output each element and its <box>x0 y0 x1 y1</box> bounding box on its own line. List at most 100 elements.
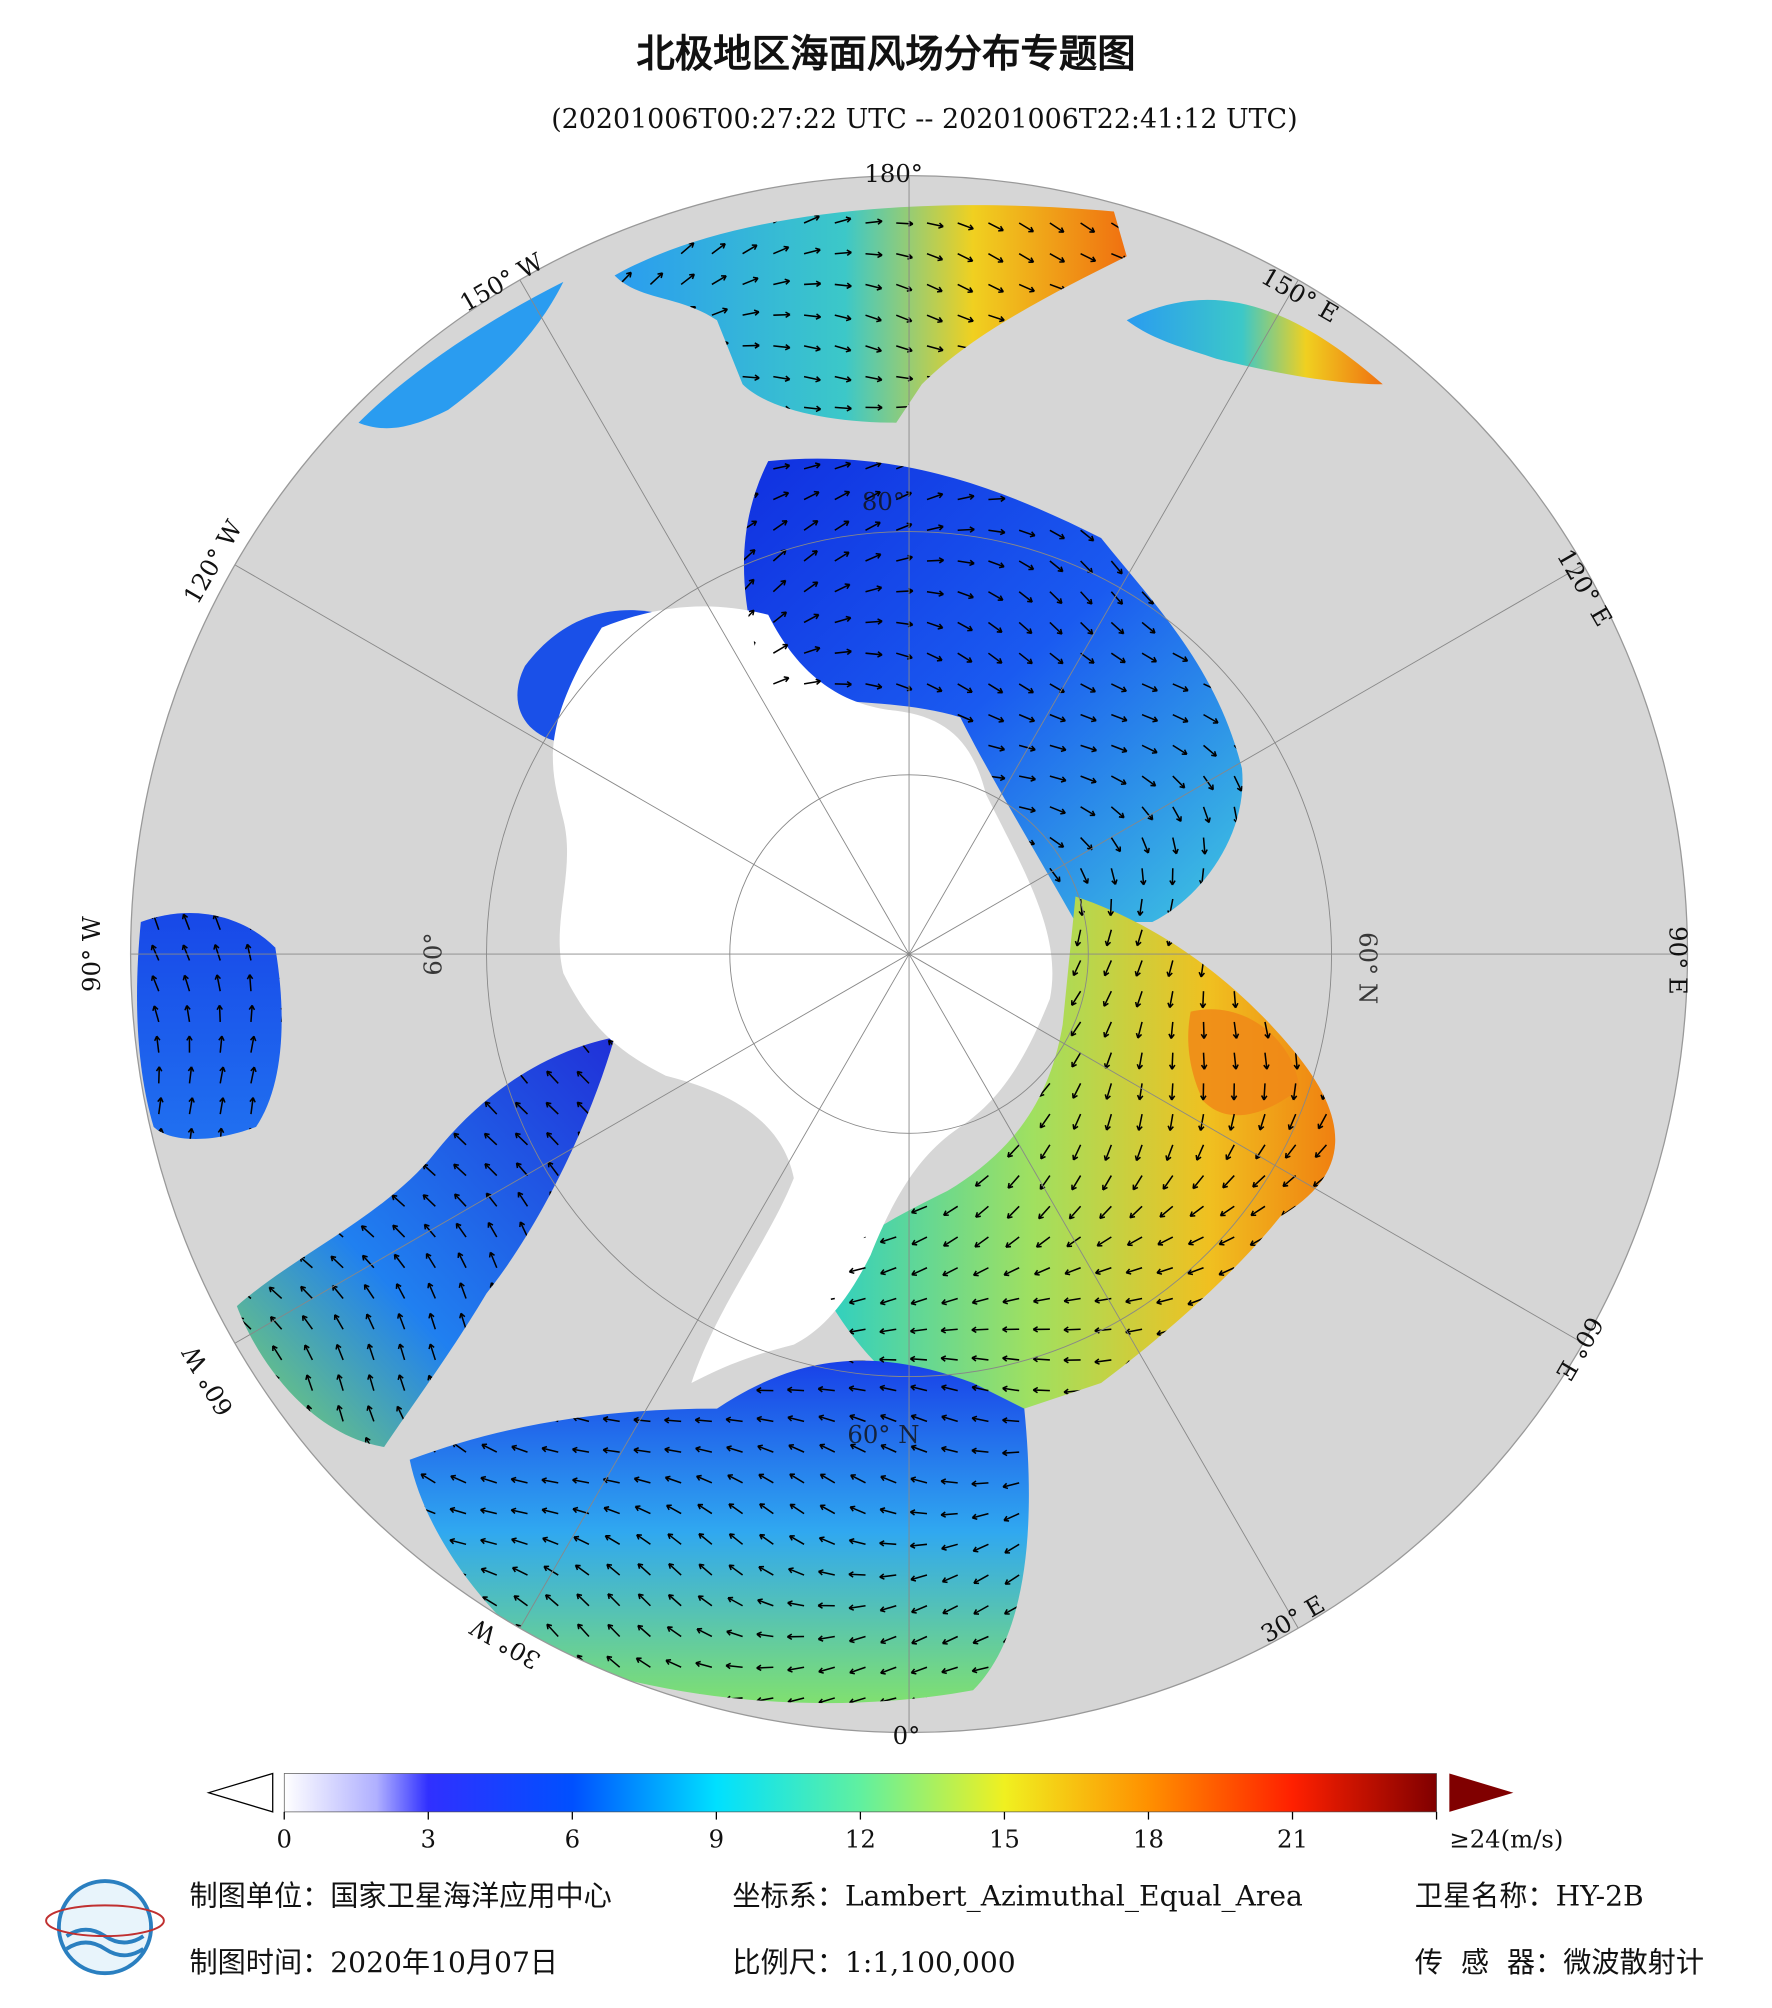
wind-arrow <box>664 1446 682 1454</box>
wind-arrow <box>577 1623 590 1638</box>
wind-arrow <box>145 1348 160 1361</box>
wind-arrow <box>988 744 1006 752</box>
wind-arrow <box>1137 898 1144 916</box>
wind-arrow <box>1326 221 1336 228</box>
longitude-label: 180° <box>864 159 923 188</box>
colorbar-tick-label: 3 <box>421 1825 436 1854</box>
wind-arrow <box>1511 377 1520 391</box>
wind-arrow <box>246 974 254 992</box>
wind-arrow <box>1542 284 1549 299</box>
wind-arrow <box>972 1543 989 1553</box>
wind-arrow <box>1219 1205 1235 1217</box>
wind-arrow <box>973 1605 989 1615</box>
wind-arrow <box>1264 221 1282 229</box>
wind-arrow <box>268 1286 283 1300</box>
wind-arrow <box>303 1344 314 1361</box>
wind-arrow <box>848 1267 866 1275</box>
wind-arrow <box>127 544 132 561</box>
wind-arrow <box>312 246 329 255</box>
wind-arrow <box>1603 346 1614 359</box>
wind-arrow <box>1634 346 1646 358</box>
wind-arrow <box>281 245 298 255</box>
wind-arrow <box>880 1635 897 1645</box>
wind-arrow <box>926 683 943 693</box>
wind-arrow <box>1248 1697 1266 1704</box>
wind-arrow <box>1378 1698 1388 1711</box>
wind-arrow <box>1603 223 1611 238</box>
wind-arrow <box>397 1374 406 1391</box>
wind-arrow <box>1080 775 1097 784</box>
wind-arrow <box>1080 253 1097 263</box>
wind-arrow <box>282 180 294 192</box>
wind-arrow <box>880 1666 897 1675</box>
wind-arrow <box>1295 251 1313 259</box>
wind-arrow <box>1110 652 1126 664</box>
wind-arrow <box>1465 1514 1480 1522</box>
wind-arrow <box>1155 1694 1173 1702</box>
wind-arrow <box>926 621 944 630</box>
wind-arrow <box>250 1066 257 1084</box>
wind-arrow <box>1511 315 1518 330</box>
wind-arrow <box>1655 1298 1665 1312</box>
wind-arrow <box>988 713 1005 723</box>
wind-arrow <box>1018 591 1033 603</box>
wind-arrow <box>1594 1514 1603 1528</box>
wind-arrow <box>665 1504 682 1515</box>
wind-arrow <box>1589 1391 1603 1401</box>
wind-arrow <box>1436 1575 1450 1584</box>
wind-arrow <box>1628 1268 1634 1284</box>
wind-arrow <box>1449 346 1457 361</box>
wind-arrow <box>1189 1205 1204 1218</box>
wind-arrow <box>343 184 358 192</box>
wind-arrow <box>1511 346 1519 361</box>
wind-arrow <box>1071 1052 1082 1068</box>
wind-arrow <box>957 621 973 632</box>
wind-arrow <box>1449 284 1460 297</box>
wind-arrow <box>789 1473 805 1484</box>
wind-arrow <box>1449 315 1457 329</box>
wind-arrow <box>788 1535 805 1545</box>
wind-arrow <box>803 613 820 624</box>
wind-arrow <box>458 1282 467 1299</box>
wind-arrow <box>1049 775 1067 783</box>
wind-arrow <box>181 1436 191 1453</box>
wind-arrow <box>250 482 257 500</box>
wind-arrow <box>238 1562 252 1576</box>
wind-arrow <box>1441 1667 1450 1681</box>
wind-arrow <box>1664 192 1671 207</box>
wind-arrow <box>926 283 943 293</box>
wind-arrow <box>453 1163 467 1177</box>
colorbar-over <box>1449 1773 1514 1812</box>
wind-arrow <box>1534 1606 1542 1621</box>
wind-arrow <box>1203 713 1219 724</box>
wind-arrow <box>1561 1698 1573 1710</box>
wind-arrow <box>971 1415 989 1423</box>
wind-arrow <box>1653 1329 1665 1341</box>
north-atlantic <box>409 1360 1029 1704</box>
wind-arrow <box>1529 1514 1542 1525</box>
wind-arrow <box>392 1224 406 1238</box>
wind-arrow <box>988 528 1006 536</box>
wind-arrow <box>1126 1236 1143 1247</box>
wind-arrow <box>158 397 174 409</box>
wind-arrow <box>1634 315 1644 328</box>
wind-arrow <box>1559 1483 1572 1494</box>
wind-arrow <box>1663 1145 1668 1162</box>
wind-arrow <box>1063 1297 1081 1304</box>
wind-arrow <box>1104 1083 1113 1100</box>
wind-arrow <box>250 275 267 286</box>
wind-arrow <box>404 247 422 255</box>
wind-arrow <box>664 1417 682 1424</box>
wind-arrow <box>1002 1355 1020 1362</box>
wind-arrow <box>1326 283 1336 292</box>
wind-arrow <box>143 1657 160 1668</box>
wind-arrow <box>513 1595 528 1607</box>
wind-arrow <box>926 557 945 564</box>
colorbar-tick-label: 0 <box>277 1825 292 1854</box>
wind-arrow <box>572 1477 590 1484</box>
wind-arrow <box>910 1574 928 1582</box>
wind-arrow <box>975 1205 989 1218</box>
wind-arrow <box>865 375 883 383</box>
wind-arrow <box>250 210 264 224</box>
